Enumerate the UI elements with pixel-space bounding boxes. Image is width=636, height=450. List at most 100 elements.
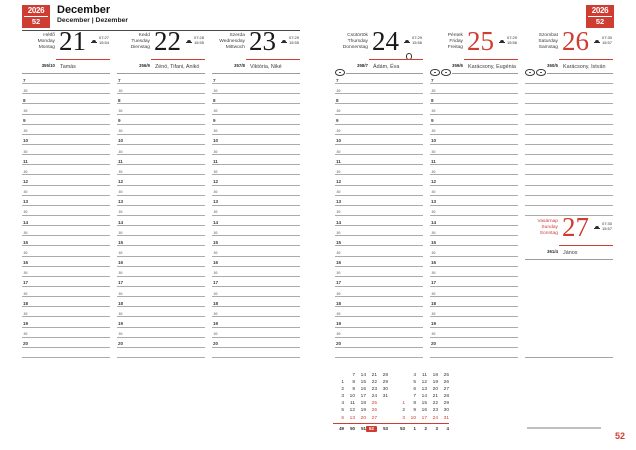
sunrise-time: 07:30 — [601, 35, 612, 40]
half-hour-label: 30 — [213, 230, 218, 235]
week-number: 50 — [350, 425, 355, 431]
mini-calendar-day: 29 — [382, 380, 388, 386]
hour-slot: 14 — [430, 216, 518, 227]
mini-calendar-day: 8 — [352, 380, 355, 386]
week-number: 49 — [339, 425, 344, 431]
day-name-de: Dienstag — [130, 45, 150, 50]
hour-label: 15 — [336, 239, 342, 245]
day-name-hu: Szerda — [229, 33, 246, 38]
hour-slot: 30 — [212, 226, 300, 237]
day-name-hu: Hétfő — [43, 33, 55, 38]
hour-slot: 30 — [22, 307, 110, 318]
left-page-columns: Hétfő Monday Montag 21 07:27 15:54 355/10 Tamás… — [22, 26, 300, 358]
half-hour-label: 30 — [118, 129, 123, 134]
year-week-badge-right: 2026 52 — [586, 5, 614, 28]
half-hour-label: 30 — [213, 291, 218, 296]
day-name-hu: Vasárnap — [537, 219, 558, 224]
namedays: Karácsony, Eugénia — [468, 63, 516, 70]
mini-calendar-day: 9 — [413, 408, 416, 414]
hour-label: 16 — [118, 260, 124, 266]
hour-slot: 7 — [430, 74, 518, 85]
hour-slot: 8 — [430, 94, 518, 105]
day-name-de: Freitag — [447, 45, 463, 50]
half-hour-label: 30 — [23, 271, 28, 276]
hour-slot: 18 — [430, 297, 518, 308]
year-week-badge-left: 2026 52 — [22, 5, 50, 28]
sunrise-time: 07:27 — [98, 35, 109, 40]
sunday-notes-area — [525, 260, 613, 358]
mini-calendar-day: 26 — [443, 380, 449, 386]
hour-label: 17 — [336, 280, 342, 286]
half-hour-label: 30 — [23, 230, 28, 235]
mini-calendar-day: 22 — [432, 401, 438, 407]
mini-calendar: 7 14 21 28 4 11 18 25 1 8 15 22 29 5 12 19 26 2 9 16 23 30 6 13… — [333, 372, 451, 433]
half-hour-label: 30 — [336, 230, 341, 235]
hour-slot: 17 — [335, 277, 423, 287]
hour-slot: 30 — [335, 307, 423, 318]
hour-slot: 30 — [335, 145, 423, 156]
hour-label: 13 — [431, 199, 437, 205]
hour-slot: 17 — [117, 277, 205, 287]
mini-calendar-divider — [333, 423, 449, 425]
hour-slot: 30 — [430, 125, 518, 135]
mini-calendar-day: 15 — [360, 380, 366, 386]
hour-label: 14 — [431, 219, 437, 225]
hour-slot — [22, 348, 110, 358]
hour-label: 7 — [118, 77, 121, 83]
hour-slot: 15 — [212, 236, 300, 247]
hour-slot — [117, 348, 205, 358]
header-bottom-line — [212, 68, 300, 74]
day-names: Szerda Wednesday Mittwoch — [212, 33, 245, 51]
header-line-fill — [525, 258, 613, 260]
hour-slot: 30 — [117, 206, 205, 216]
hour-label: 11 — [213, 158, 218, 164]
hour-slot: 19 — [212, 317, 300, 328]
week-label: 52 — [31, 17, 41, 26]
half-hour-label: 30 — [336, 332, 341, 337]
hour-label: 11 — [336, 158, 341, 164]
hour-slot: 30 — [430, 104, 518, 115]
hour-label: 10 — [213, 138, 219, 144]
saturday-notes-grid — [525, 74, 613, 216]
hour-label: 15 — [23, 239, 29, 245]
mini-calendar-day: 18 — [360, 401, 366, 407]
sunrise-sunset-icon — [185, 38, 192, 43]
hour-slot: 30 — [22, 328, 110, 338]
hour-slot: 30 — [22, 246, 110, 257]
mini-calendar-row: 2 9 16 23 30 6 13 20 27 — [333, 386, 451, 393]
day-names: Vasárnap Sunday Sonntag — [525, 219, 558, 237]
half-hour-label: 30 — [336, 251, 341, 256]
mini-calendar-day: 7 — [413, 394, 416, 400]
mini-calendar-day: 24 — [432, 415, 438, 421]
mini-calendar-day: 26 — [371, 408, 377, 414]
mini-calendar-day: 2 — [402, 408, 405, 414]
hour-grid-wednesday: 7 30 8 30 9 30 10 30 11 30 12 30 13 30 14 30 15 30 16 30 17 3… — [212, 74, 300, 358]
hour-slot: 17 — [212, 277, 300, 287]
sun-times: 07:29 15:56 — [412, 35, 422, 46]
hour-label: 19 — [213, 321, 219, 327]
mini-calendar-day: 11 — [422, 373, 427, 378]
day-header-saturday: Szombat Saturday Samstag 26 07:30 15:57 360/5 K… — [525, 26, 613, 76]
day-of-year: 356/9 — [139, 63, 150, 68]
hour-slot: 30 — [117, 104, 205, 115]
hour-slot: 15 — [117, 236, 205, 247]
hour-label: 11 — [118, 158, 123, 164]
header-line-fill — [452, 72, 518, 74]
hour-slot: 18 — [22, 297, 110, 308]
day-column-wednesday: Szerda Wednesday Mittwoch 23 07:29 15:55 357/8… — [212, 26, 300, 358]
hour-label: 20 — [431, 341, 437, 347]
hour-slot: 12 — [335, 175, 423, 186]
day-names: Csütörtök Thursday Donnerstag — [335, 33, 368, 51]
half-hour-label: 30 — [118, 88, 123, 93]
mini-calendar-day: 1 — [341, 380, 344, 386]
hour-slot: 9 — [335, 115, 423, 125]
hour-slot: 30 — [117, 84, 205, 95]
sunrise-sunset-icon — [593, 38, 600, 43]
mini-calendar-row: 5 12 19 26 2 9 16 23 30 — [333, 407, 451, 414]
hour-label: 8 — [213, 97, 216, 103]
week-numbers-row: 49 50 51 52 53 53 1 2 3 4 — [333, 425, 451, 433]
sunset-time: 15:57 — [601, 225, 612, 231]
header-bottom-line — [430, 68, 518, 76]
hour-slot: 30 — [430, 84, 518, 95]
hour-slot: 15 — [430, 236, 518, 247]
